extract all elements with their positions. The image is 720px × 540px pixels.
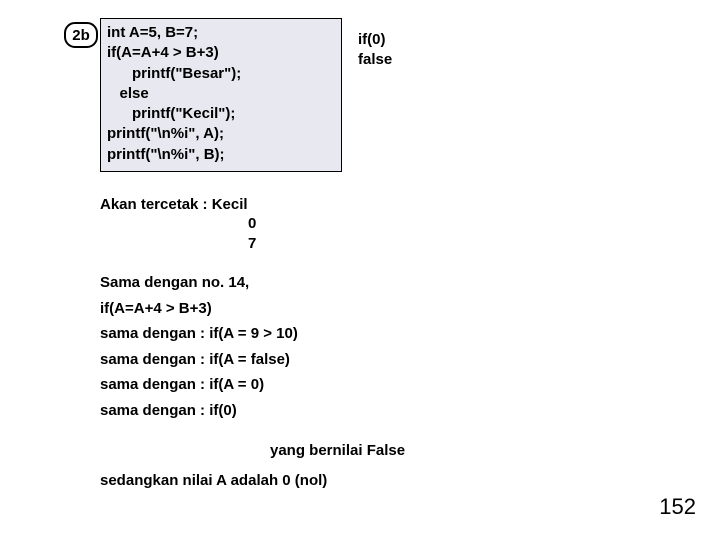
annotation: if(0) false bbox=[358, 30, 392, 71]
code-line: printf("\n%i", A); bbox=[107, 124, 335, 144]
code-line: if(A=A+4 > B+3) bbox=[107, 43, 335, 63]
sedang-line: sedangkan nilai A adalah 0 (nol) bbox=[100, 472, 327, 489]
annot-title: if(0) bbox=[358, 30, 392, 50]
explain-line: sama dengan : if(A = 9 > 10) bbox=[100, 321, 298, 347]
explanation-block: Sama dengan no. 14, if(A=A+4 > B+3) sama… bbox=[100, 270, 298, 423]
item-badge: 2b bbox=[64, 22, 98, 48]
code-line: else bbox=[107, 84, 335, 104]
code-line: int A=5, B=7; bbox=[107, 23, 335, 43]
result-values: 0 7 bbox=[248, 214, 256, 255]
yang-line: yang bernilai False bbox=[270, 442, 405, 459]
code-line: printf("\n%i", B); bbox=[107, 145, 335, 165]
explain-line: Sama dengan no. 14, bbox=[100, 270, 298, 296]
result-value-1: 7 bbox=[248, 234, 256, 254]
page-number: 152 bbox=[659, 494, 696, 520]
explain-line: sama dengan : if(A = false) bbox=[100, 347, 298, 373]
result-value-0: 0 bbox=[248, 214, 256, 234]
code-line: printf("Kecil"); bbox=[107, 104, 335, 124]
result-label: Akan tercetak : Kecil bbox=[100, 195, 248, 215]
explain-line: sama dengan : if(A = 0) bbox=[100, 372, 298, 398]
code-line: printf("Besar"); bbox=[107, 64, 335, 84]
explain-line: sama dengan : if(0) bbox=[100, 398, 298, 424]
badge-text: 2b bbox=[72, 27, 90, 44]
annot-sub: false bbox=[358, 50, 392, 70]
explain-line: if(A=A+4 > B+3) bbox=[100, 296, 298, 322]
code-box: int A=5, B=7; if(A=A+4 > B+3) printf("Be… bbox=[100, 18, 342, 172]
